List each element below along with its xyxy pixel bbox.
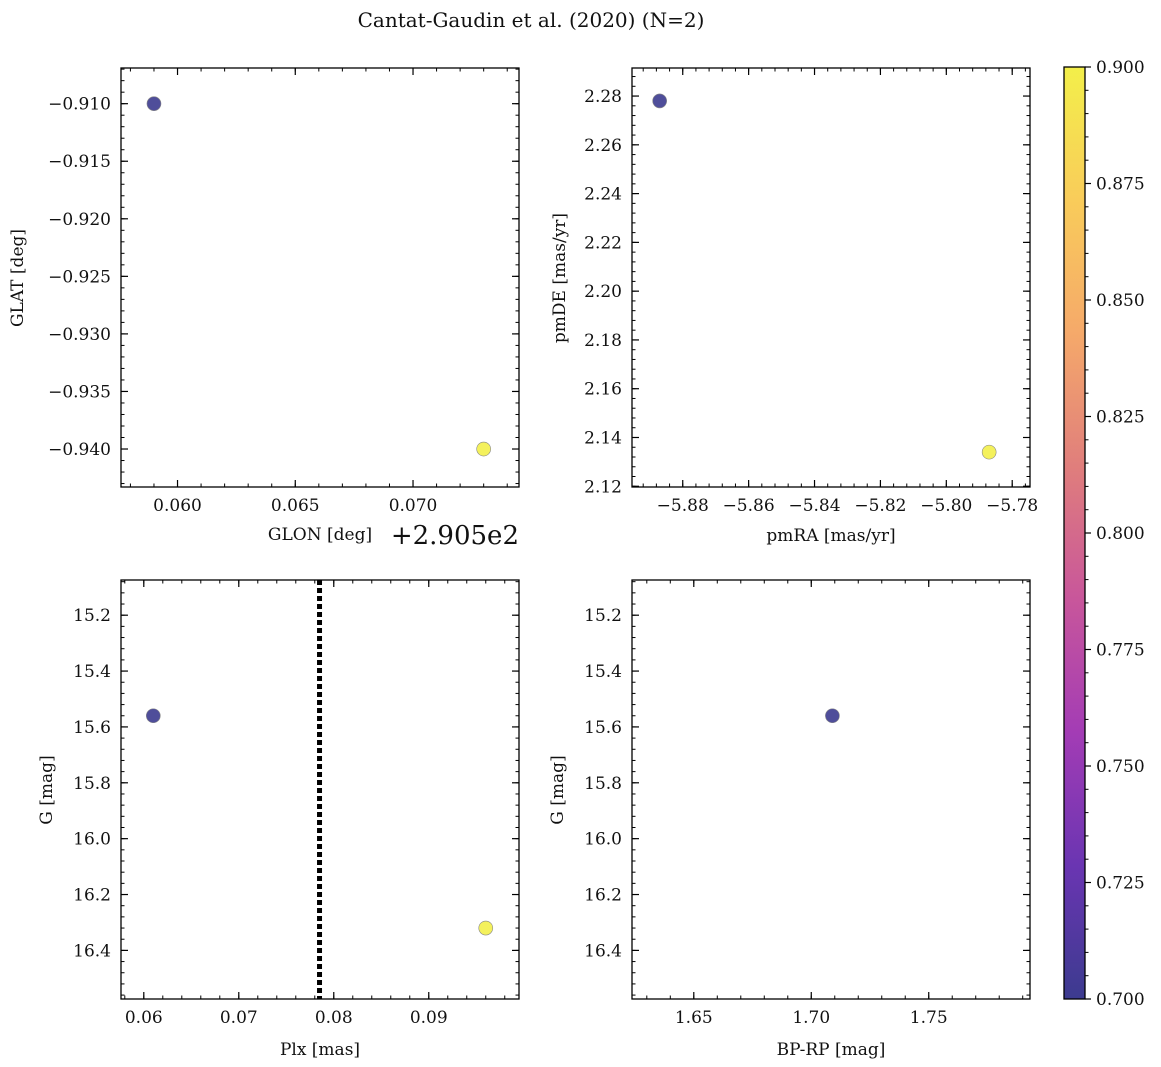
x-tick-label: −5.84 (788, 496, 840, 516)
colorbar-tick-label: 0.725 (1096, 874, 1145, 894)
panel-4-xlabel: BP-RP [mag] (777, 1040, 886, 1060)
panel-4-ylabel: G [mag] (548, 755, 568, 824)
y-tick-label: −0.920 (48, 210, 111, 230)
y-tick-label: 2.14 (584, 428, 622, 448)
panel-1-frame (120, 67, 520, 488)
panel-3-ticks: 0.06 0.07 0.08 0.09 15.2 15.4 15.6 15.8 16.0 16.2… (73, 580, 519, 1028)
scatter-point (476, 441, 491, 457)
x-tick-label: −5.88 (657, 496, 709, 516)
y-tick-label: 2.16 (584, 380, 622, 400)
colorbar-tick-label: 0.825 (1096, 408, 1145, 428)
panel-1-points (146, 96, 491, 457)
y-tick-label: 15.6 (584, 718, 622, 738)
panel-4-ticks: 1.65 1.70 1.75 15.2 15.4 15.6 15.8 16.0 16.2 16.4 (584, 580, 1030, 1028)
colorbar-tick-label: 0.775 (1096, 641, 1145, 661)
y-tick-label: 16.4 (73, 941, 111, 961)
y-tick-label: 2.12 (584, 477, 622, 497)
scatter-point (145, 708, 161, 724)
y-tick-label: 16.0 (73, 830, 111, 850)
panel-bprp-g: 1.65 1.70 1.75 15.2 15.4 15.6 15.8 16.0 16.2 16.4… (548, 579, 1031, 1060)
y-tick-label: 16.4 (584, 941, 622, 961)
y-tick-label: 16.2 (73, 886, 111, 906)
y-tick-label: −0.925 (48, 267, 111, 287)
panel-4-points (825, 708, 840, 724)
colorbar-tick-label: 0.900 (1096, 58, 1145, 78)
colorbar-frame (1063, 66, 1086, 1000)
panel-1-offset-label: +2.905e2 (391, 521, 519, 551)
y-tick-label: 16.2 (584, 886, 622, 906)
y-tick-label: 2.20 (584, 282, 622, 302)
scatter-point (981, 444, 997, 460)
panel-3-frame (120, 579, 520, 1000)
x-tick-label: 1.75 (910, 1008, 948, 1028)
panel-3-ylabel: G [mag] (37, 755, 57, 824)
colorbar-ticks: 0.700 0.725 0.750 0.775 0.800 0.825 0.850 0.875… (1085, 58, 1145, 1010)
y-tick-label: 15.2 (73, 606, 111, 626)
panel-1-xlabel: GLON [deg] (268, 525, 372, 545)
y-tick-label: 2.18 (584, 331, 622, 351)
y-tick-label: 2.26 (584, 136, 622, 156)
panel-3-points (145, 708, 494, 936)
colorbar-gradient (1064, 67, 1085, 999)
y-tick-label: 15.8 (73, 774, 111, 794)
scatter-point (652, 93, 667, 109)
panel-2-points (652, 93, 997, 460)
colorbar: 0.700 0.725 0.750 0.775 0.800 0.825 0.850 0.875… (1063, 58, 1145, 1010)
y-tick-label: 15.4 (73, 662, 111, 682)
x-tick-label: −5.82 (854, 496, 906, 516)
panel-3-xlabel: Plx [mas] (280, 1040, 360, 1060)
panel-2-ylabel: pmDE [mas/yr] (550, 213, 570, 343)
scatter-point (146, 96, 162, 111)
y-tick-label: −0.930 (48, 325, 111, 345)
panel-1-ticks: 0.060 0.065 0.070 −0.910 −0.915 −0.920 −0.925 −… (48, 68, 519, 516)
colorbar-tick-label: 0.750 (1096, 757, 1145, 777)
y-tick-label: −0.940 (48, 440, 111, 460)
y-tick-label: 15.6 (73, 718, 111, 738)
colorbar-tick-label: 0.850 (1096, 291, 1145, 311)
x-tick-label: 0.070 (389, 496, 438, 516)
y-tick-label: −0.935 (48, 382, 111, 402)
x-tick-label: 0.07 (220, 1008, 258, 1028)
panel-pmra-pmde: −5.88 −5.86 −5.84 −5.82 −5.80 −5.78 2.12 2.14 2.… (550, 67, 1038, 546)
x-tick-label: 0.06 (125, 1008, 163, 1028)
figure-title: Cantat-Gaudin et al. (2020) (N=2) (358, 8, 705, 32)
y-tick-label: −0.910 (48, 95, 111, 115)
panel-glon-glat: 0.060 0.065 0.070 −0.910 −0.915 −0.920 −0.925 −… (8, 67, 520, 551)
scatter-point (478, 920, 494, 936)
colorbar-tick-label: 0.875 (1096, 175, 1145, 195)
panel-4-frame (631, 579, 1031, 1000)
y-tick-label: −0.915 (48, 152, 111, 172)
y-tick-label: 2.28 (584, 87, 622, 107)
x-tick-label: 0.060 (153, 496, 202, 516)
x-tick-label: −5.78 (986, 496, 1038, 516)
x-tick-label: −5.86 (723, 496, 775, 516)
x-tick-label: −5.80 (920, 496, 972, 516)
colorbar-tick-label: 0.700 (1096, 990, 1145, 1010)
y-tick-label: 15.4 (584, 662, 622, 682)
panel-1-ylabel: GLAT [deg] (8, 229, 28, 327)
x-tick-label: 0.08 (315, 1008, 353, 1028)
y-tick-label: 16.0 (584, 830, 622, 850)
y-tick-label: 15.8 (584, 774, 622, 794)
y-tick-label: 2.22 (584, 233, 622, 253)
scatter-point (825, 708, 840, 724)
panel-plx-g: 0.06 0.07 0.08 0.09 15.2 15.4 15.6 15.8 16.0 16.2… (37, 579, 520, 1060)
x-tick-label: 1.65 (675, 1008, 713, 1028)
panel-2-xlabel: pmRA [mas/yr] (766, 526, 895, 546)
panel-2-ticks: −5.88 −5.86 −5.84 −5.82 −5.80 −5.78 2.12 2.14 2.… (584, 68, 1038, 516)
panel-2-frame (631, 67, 1031, 488)
x-tick-label: 1.70 (792, 1008, 830, 1028)
x-tick-label: 0.09 (410, 1008, 448, 1028)
y-tick-label: 2.24 (584, 185, 622, 205)
y-tick-label: 15.2 (584, 606, 622, 626)
colorbar-tick-label: 0.800 (1096, 524, 1145, 544)
x-tick-label: 0.065 (271, 496, 320, 516)
